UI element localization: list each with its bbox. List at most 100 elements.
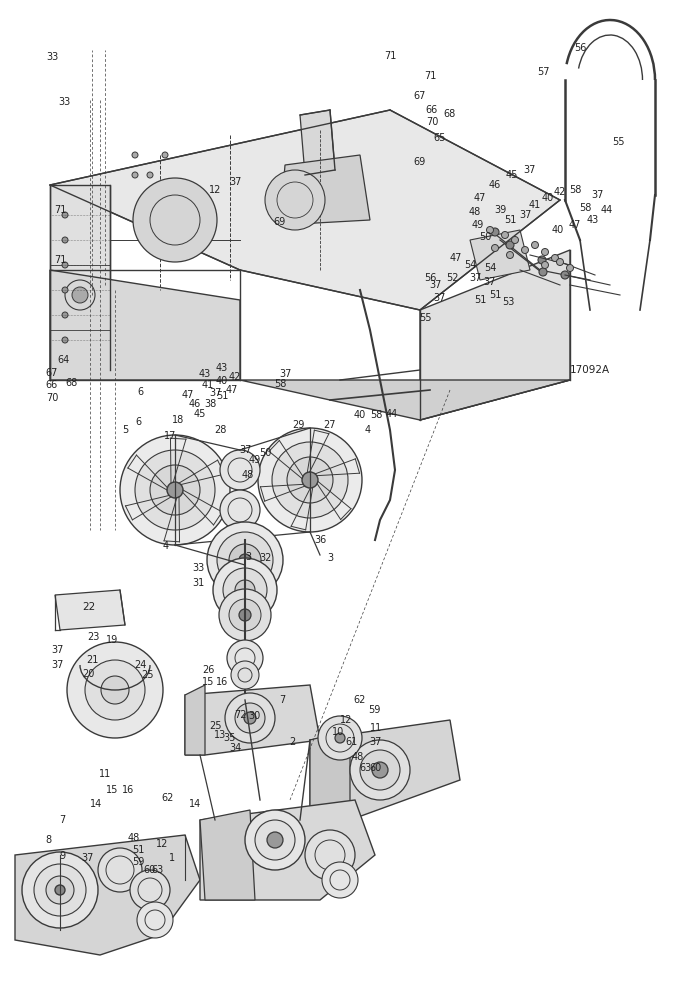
Text: 34: 34 [229, 743, 241, 753]
Circle shape [551, 254, 558, 261]
Polygon shape [164, 497, 180, 542]
Polygon shape [307, 431, 329, 472]
Polygon shape [128, 455, 167, 490]
Circle shape [22, 852, 98, 928]
Text: 58: 58 [568, 185, 581, 195]
Circle shape [62, 312, 68, 318]
Text: 59: 59 [368, 705, 380, 715]
Text: 3: 3 [327, 553, 333, 563]
Circle shape [34, 864, 86, 916]
Text: 13: 13 [214, 730, 226, 740]
Text: 65: 65 [434, 133, 446, 143]
Text: 40: 40 [552, 225, 564, 235]
Text: 54: 54 [464, 260, 476, 270]
Circle shape [244, 712, 256, 724]
Circle shape [229, 544, 261, 576]
Text: 51: 51 [474, 295, 486, 305]
Circle shape [556, 258, 564, 265]
Text: 32: 32 [260, 553, 272, 563]
Polygon shape [185, 685, 205, 755]
Text: 37: 37 [51, 660, 63, 670]
Polygon shape [183, 490, 222, 525]
Polygon shape [50, 110, 560, 310]
Text: 44: 44 [601, 205, 613, 215]
Circle shape [302, 472, 318, 488]
Text: 69: 69 [414, 157, 426, 167]
Text: 6: 6 [137, 387, 143, 397]
Text: 11: 11 [370, 723, 382, 733]
Circle shape [486, 227, 494, 234]
Text: 2: 2 [289, 737, 295, 747]
Circle shape [258, 428, 362, 532]
Text: 57: 57 [537, 67, 549, 77]
Circle shape [561, 271, 569, 279]
Circle shape [135, 450, 215, 530]
Circle shape [492, 245, 498, 251]
Text: 62: 62 [354, 695, 367, 705]
Circle shape [305, 830, 355, 880]
Text: 68: 68 [66, 378, 78, 388]
Text: 67: 67 [414, 91, 426, 101]
Circle shape [46, 876, 74, 904]
Polygon shape [269, 441, 303, 478]
Text: 71: 71 [384, 51, 396, 61]
Text: 46: 46 [489, 180, 501, 190]
Text: 15: 15 [106, 785, 118, 795]
Polygon shape [179, 460, 224, 484]
Text: 7: 7 [279, 695, 285, 705]
Text: 30: 30 [248, 711, 260, 721]
Circle shape [130, 870, 170, 910]
Text: 8: 8 [45, 835, 51, 845]
Circle shape [62, 237, 68, 243]
Text: 33: 33 [192, 563, 204, 573]
Text: 19: 19 [106, 635, 118, 645]
Circle shape [360, 750, 400, 790]
Circle shape [120, 435, 230, 545]
Text: 14: 14 [90, 799, 102, 809]
Circle shape [322, 862, 358, 898]
Text: 37: 37 [51, 645, 63, 655]
Circle shape [522, 247, 528, 253]
Text: 49: 49 [249, 455, 261, 465]
Circle shape [62, 262, 68, 268]
Text: 69: 69 [274, 217, 286, 227]
Circle shape [62, 337, 68, 343]
Text: 71: 71 [54, 255, 66, 265]
Text: 43: 43 [587, 215, 599, 225]
Text: 35: 35 [224, 733, 236, 743]
Circle shape [223, 568, 267, 612]
Circle shape [137, 902, 173, 938]
Text: 68: 68 [444, 109, 456, 119]
Polygon shape [420, 250, 570, 420]
Text: 51: 51 [489, 290, 501, 300]
Text: 37: 37 [429, 280, 441, 290]
Text: 51: 51 [132, 845, 144, 855]
Text: 54: 54 [483, 263, 496, 273]
Circle shape [491, 228, 499, 236]
Circle shape [101, 676, 129, 704]
Text: 47: 47 [182, 390, 194, 400]
Circle shape [255, 820, 295, 860]
Circle shape [267, 832, 283, 848]
Circle shape [62, 212, 68, 218]
Circle shape [147, 172, 153, 178]
Text: 56: 56 [424, 273, 436, 283]
Text: 46: 46 [189, 399, 201, 409]
Text: 16: 16 [122, 785, 134, 795]
Text: 20: 20 [82, 669, 95, 679]
Text: 47: 47 [474, 193, 486, 203]
Text: 26: 26 [202, 665, 214, 675]
Text: 55: 55 [612, 137, 624, 147]
Circle shape [541, 248, 549, 255]
Text: 37: 37 [239, 445, 251, 455]
Circle shape [133, 178, 217, 262]
Circle shape [566, 264, 573, 271]
Text: 58: 58 [370, 410, 382, 420]
Text: 61: 61 [346, 737, 358, 747]
Text: 59: 59 [132, 857, 144, 867]
Circle shape [207, 522, 283, 598]
Text: 48: 48 [242, 470, 254, 480]
Text: 71: 71 [54, 205, 66, 215]
Polygon shape [310, 720, 460, 820]
Circle shape [227, 640, 263, 676]
